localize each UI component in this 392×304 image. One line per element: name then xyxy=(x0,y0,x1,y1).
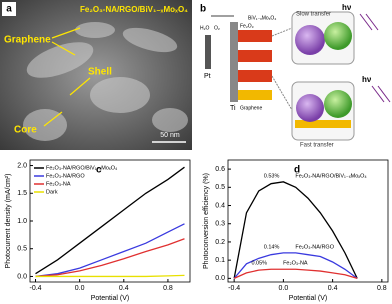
transfer-label: Slow transfer xyxy=(296,12,331,18)
electrode-label: Pt xyxy=(204,73,211,80)
series-label: Fe₂O₃-NA/RGO xyxy=(295,244,334,250)
legend-label: Fe₂O₃-NA/RGO xyxy=(46,173,85,179)
annotation: Core xyxy=(14,125,37,136)
x-tick-label: 0.0 xyxy=(279,285,289,292)
legend-label: Fe₂O₃-NA xyxy=(46,181,71,187)
light-label: hν xyxy=(362,75,372,84)
legend-label: Fe₂O₃-NA/RGO/BiV₁₋ₓMoₓO₄ xyxy=(46,165,118,171)
series-line xyxy=(233,181,358,279)
transfer-label: Fast transfer xyxy=(300,143,334,149)
y-tick-label: 1.0 xyxy=(17,218,27,225)
panel-label: b xyxy=(200,4,206,15)
nanorod xyxy=(238,70,272,82)
x-tick-label: -0.4 xyxy=(29,285,41,292)
electrode-label: H₂O xyxy=(200,25,210,31)
light-label: hν xyxy=(342,3,352,12)
electrode-label: Fe₂O₃ xyxy=(240,23,254,29)
y-tick-label: 0.5 xyxy=(215,184,225,191)
series-label: Fe₂O₃-NA/RGO/BiV₁₋ₓMoₓO₄ xyxy=(295,173,367,179)
annotation: Shell xyxy=(88,67,112,78)
annotation: Graphene xyxy=(4,35,51,46)
panel-label: c xyxy=(96,165,102,176)
y-tick-label: 0.4 xyxy=(215,202,225,209)
panel-b: b Pt Ti Fe₂O₃ BiV₁₋ₓMoₓO₄ Graphene H₂O O… xyxy=(200,3,391,149)
electrode-label: BiV₁₋ₓMoₓO₄ xyxy=(248,15,276,21)
particle xyxy=(296,94,324,122)
y-axis-label: Photocurrent density (mA/cm²) xyxy=(5,174,12,269)
electrode-label: Ti xyxy=(230,105,236,112)
peak-label: 0.53% xyxy=(264,173,280,179)
pt-electrode xyxy=(205,35,211,69)
panel-label: d xyxy=(294,165,300,176)
x-tick-label: 0.4 xyxy=(328,285,338,292)
x-tick-label: 0.8 xyxy=(377,285,387,292)
particle xyxy=(295,25,325,55)
x-tick-label: 0.0 xyxy=(75,285,85,292)
plot-frame xyxy=(227,159,389,283)
sample-name: Fe₂O₃-NA/RGO/BiV₁₋ₓMoₓO₄ xyxy=(80,5,188,14)
panel-a: a Fe₂O₃-NA/RGO/BiV₁₋ₓMoₓO₄ Graphene Shel… xyxy=(0,0,192,150)
ti-substrate xyxy=(230,22,238,102)
x-axis-label: Potential (V) xyxy=(289,295,328,302)
electrode-label: Graphene xyxy=(240,105,262,111)
nanorod xyxy=(238,50,272,62)
panel-label: a xyxy=(6,4,12,15)
series-line xyxy=(35,223,185,278)
peak-label: 0.05% xyxy=(251,261,267,267)
x-tick-label: 0.4 xyxy=(119,285,129,292)
arrows xyxy=(43,27,91,127)
nanorod xyxy=(238,30,272,42)
series-line xyxy=(35,274,185,278)
x-axis-label: Potential (V) xyxy=(91,295,130,302)
graphene-sheet xyxy=(295,120,351,128)
panel-label-box xyxy=(2,2,16,16)
y-axis-label: Photoconversion efficiency (%) xyxy=(203,173,210,269)
zoom-line xyxy=(271,75,293,111)
peak-label: 0.14% xyxy=(264,244,280,250)
light-rays xyxy=(359,13,391,103)
series-line xyxy=(35,238,185,278)
series-line xyxy=(35,166,185,275)
y-tick-label: 0.5 xyxy=(17,246,27,253)
series-line xyxy=(233,252,358,279)
x-tick-label: 0.8 xyxy=(163,285,173,292)
y-tick-label: 0.6 xyxy=(215,166,225,173)
sem-texture xyxy=(23,22,188,141)
y-tick-label: 2.0 xyxy=(17,162,27,169)
graphene-layer xyxy=(238,90,272,100)
series-line xyxy=(233,268,358,279)
y-tick-label: 0.0 xyxy=(17,273,27,280)
y-tick-label: 0.3 xyxy=(215,221,225,228)
y-tick-label: 0.2 xyxy=(215,239,225,246)
y-tick-label: 0.1 xyxy=(215,257,225,264)
x-tick-label: -0.4 xyxy=(228,285,240,292)
series-label: Fe₂O₃-NA xyxy=(283,261,308,267)
particle xyxy=(324,90,352,118)
y-tick-label: 0.0 xyxy=(215,275,225,282)
legend-label: Dark xyxy=(46,189,58,195)
scale-bar-label: 50 nm xyxy=(160,132,180,139)
y-tick-label: 1.5 xyxy=(17,190,27,197)
electrode-label: O₂ xyxy=(214,25,220,31)
particle xyxy=(324,22,352,50)
zoom-line xyxy=(271,27,293,37)
